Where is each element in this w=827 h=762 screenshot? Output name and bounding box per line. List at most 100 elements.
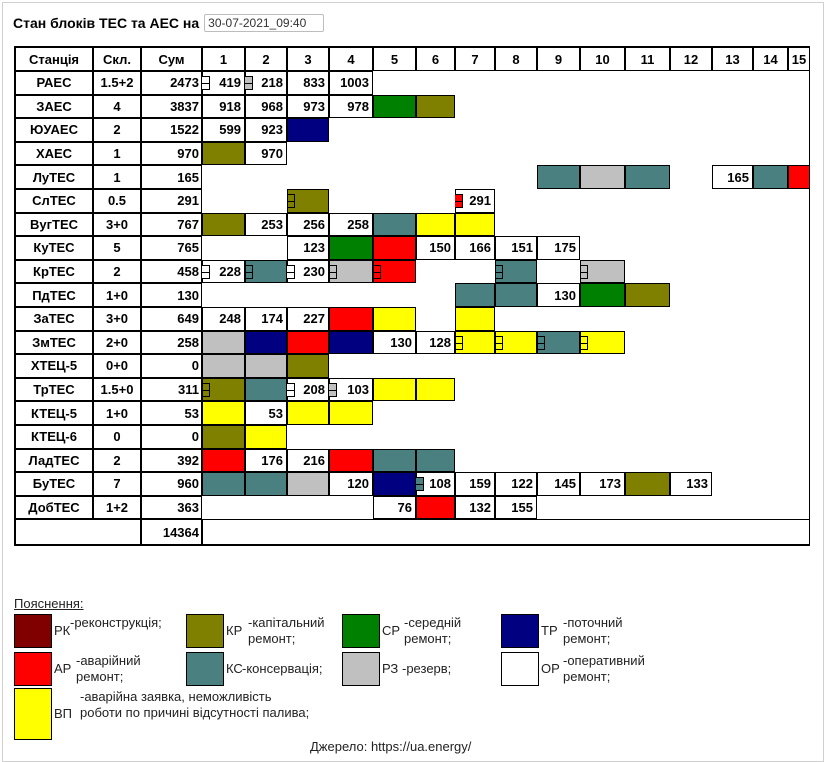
unit-status-ks: [753, 165, 788, 189]
unit-status-vp: [455, 212, 495, 237]
station-sum: 649: [141, 307, 202, 331]
unit-status-vp: [287, 401, 329, 425]
unit-load: 258: [329, 212, 373, 237]
station-sum: 767: [141, 212, 202, 237]
unit-load: 76: [373, 495, 416, 520]
legend-code: СР: [382, 623, 401, 638]
unit-status-tr: [329, 330, 373, 355]
unit-load: 291: [455, 189, 495, 213]
station-composition: 1: [93, 141, 141, 166]
legend-description: -реконструкція;: [70, 615, 162, 630]
unit-status-ks: [625, 165, 670, 189]
unit-load: 108: [416, 472, 455, 496]
column-header-unit: 9: [537, 47, 580, 71]
legend-code: КС: [226, 661, 243, 676]
unit-load: 253: [245, 212, 287, 237]
legend-description: -аварійна заявка, неможливість роботи по…: [80, 689, 310, 720]
unit-status-ks: [416, 448, 455, 473]
column-header-unit: 13: [712, 47, 753, 71]
unit-status-vp: [416, 212, 455, 237]
station-name: БуТЕС: [15, 472, 93, 496]
station-name: КТЕЦ-6: [15, 425, 93, 449]
column-header-unit: 5: [373, 47, 416, 71]
unit-status-kr: [202, 377, 245, 402]
legend-description: -оперативний ремонт;: [563, 653, 645, 684]
station-composition: 3+0: [93, 307, 141, 331]
station-sum: 258: [141, 330, 202, 355]
unit-load: 128: [416, 330, 455, 355]
unit-status-ks: [495, 259, 537, 284]
total-empty: [202, 519, 810, 545]
unit-status-ar: [329, 307, 373, 331]
station-sum: 970: [141, 141, 202, 166]
station-sum: 0: [141, 425, 202, 449]
unit-load: 103: [329, 377, 373, 402]
unit-status-vp: [455, 330, 495, 355]
unit-status-vp: [495, 330, 537, 355]
unit-load: 228: [202, 259, 245, 284]
unit-status-kr: [202, 425, 245, 449]
unit-status-ks: [245, 259, 287, 284]
unit-status-vp: [416, 377, 455, 402]
column-header-station: Станція: [15, 47, 93, 71]
station-composition: 0.5: [93, 189, 141, 213]
unit-load: 978: [329, 94, 373, 119]
partial-marker: [455, 335, 463, 350]
partial-marker: [245, 76, 253, 90]
page-title: Стан блоків ТЕС та АЕС на: [13, 15, 200, 31]
unit-status-vp: [329, 401, 373, 425]
station-name: ЮУАЕС: [15, 118, 93, 142]
station-composition: 2: [93, 118, 141, 142]
unit-status-ks: [495, 283, 537, 307]
unit-status-r3: [329, 259, 373, 284]
column-header-unit: 3: [287, 47, 329, 71]
source-footer[interactable]: Джерело: https://ua.energy/: [310, 739, 472, 754]
legend-description: -резерв;: [402, 661, 452, 676]
unit-load: 166: [455, 236, 495, 260]
station-name: ЛадТЕС: [15, 448, 93, 473]
unit-status-ks: [245, 472, 287, 496]
station-composition: 1: [93, 165, 141, 189]
unit-status-ks: [202, 472, 245, 496]
unit-status-r3: [245, 354, 287, 378]
station-status-table: Станція Скл. Сум 1 2 3 4 5 6 7 8 9 10 11 12 13 14 15 РАЕС 1…: [14, 46, 810, 546]
column-header-unit: 4: [329, 47, 373, 71]
legend-swatch: [501, 614, 539, 648]
legend-swatch: [186, 652, 224, 686]
unit-status-kr: [202, 212, 245, 237]
station-sum: 363: [141, 495, 202, 520]
legend-description: -поточний ремонт;: [563, 615, 623, 646]
column-header-unit: 14: [753, 47, 788, 71]
legend-code: КР: [226, 623, 243, 638]
unit-status-ar: [373, 236, 416, 260]
unit-status-ks: [537, 165, 580, 189]
partial-marker: [455, 194, 463, 208]
unit-load: 165: [712, 165, 753, 189]
unit-load: 248: [202, 307, 245, 331]
station-sum: 291: [141, 189, 202, 213]
legend-description: -капітальний ремонт;: [248, 615, 325, 646]
station-composition: 1+2: [93, 495, 141, 520]
station-composition: 5: [93, 236, 141, 260]
column-header-unit: 15: [788, 47, 810, 71]
station-sum: 53: [141, 401, 202, 425]
unit-load: 159: [455, 472, 495, 496]
unit-load: 130: [373, 330, 416, 355]
station-name: КуТЕС: [15, 236, 93, 260]
unit-status-ar: [788, 165, 810, 189]
unit-status-r3: [580, 259, 625, 284]
unit-status-ar: [373, 259, 416, 284]
unit-status-ks: [373, 212, 416, 237]
partial-marker: [329, 382, 337, 397]
partial-marker: [416, 477, 424, 492]
unit-status-r3: [202, 330, 245, 355]
unit-status-ks: [245, 377, 287, 402]
station-name: ДобТЕС: [15, 495, 93, 520]
station-name: ХАЕС: [15, 141, 93, 166]
unit-load: 132: [455, 495, 495, 520]
station-composition: 7: [93, 472, 141, 496]
unit-load: 833: [287, 71, 329, 95]
datetime-input[interactable]: [204, 14, 325, 32]
legend-code: ОР: [541, 661, 560, 676]
legend-code: РК: [54, 623, 71, 638]
